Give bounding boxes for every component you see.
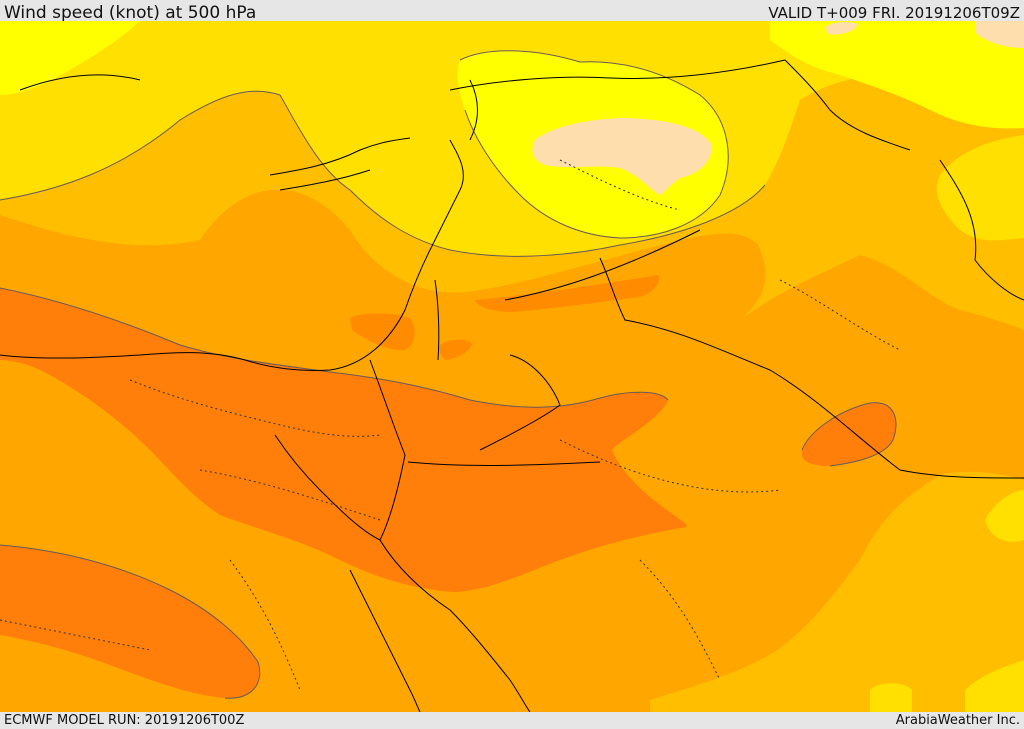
band-calm-northeast-2 xyxy=(825,22,858,35)
band-jet-core xyxy=(0,288,687,592)
valid-time-label: VALID T+009 FRI. 20191206T09Z xyxy=(768,4,1020,22)
band-yellow-southeast xyxy=(985,490,1024,542)
band-gold-southeast xyxy=(870,683,912,712)
credit-label: ArabiaWeather Inc. xyxy=(895,713,1020,728)
header-bar: Wind speed (knot) at 500 hPa VALID T+009… xyxy=(0,0,1024,23)
patch-jordan xyxy=(439,339,472,360)
model-run-label: ECMWF MODEL RUN: 20191206T00Z xyxy=(4,713,245,728)
coastlines xyxy=(0,59,1024,712)
admin-borders xyxy=(0,159,901,691)
map-title: Wind speed (knot) at 500 hPa xyxy=(4,3,257,23)
band-yellow-se-edge xyxy=(965,660,1024,712)
band-yellow-north xyxy=(0,21,140,95)
footer-bar: ECMWF MODEL RUN: 20191206T00Z ArabiaWeat… xyxy=(0,712,1024,729)
band-southwest-core xyxy=(0,545,260,699)
band-yellow-northeast xyxy=(770,21,1024,129)
contour-lines xyxy=(0,50,897,699)
band-calm-caspian xyxy=(532,118,712,195)
patch-iraq-streak xyxy=(475,275,660,312)
wind-speed-map[interactable] xyxy=(0,21,1024,712)
band-calm-northeast xyxy=(975,21,1024,48)
band-east-core xyxy=(801,402,896,466)
